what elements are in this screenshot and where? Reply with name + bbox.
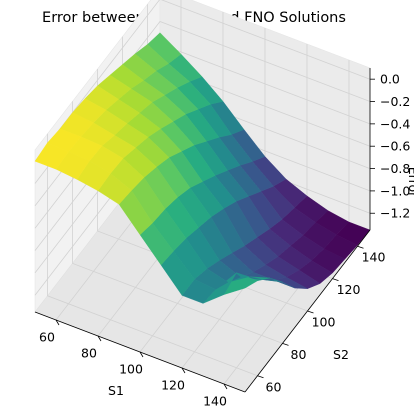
x-tick-label: 80 xyxy=(81,346,97,361)
axes: 60 80 100 120 140 60 80 100 120 140 0.0 −0.2 −0.4 −0.… xyxy=(34,68,410,409)
z-tick-label: −0.4 xyxy=(380,116,410,131)
z-tick-label: −0.6 xyxy=(380,139,410,154)
surface-mesh xyxy=(34,32,371,304)
y-tick xyxy=(282,343,289,346)
z-tick-label: −1.0 xyxy=(380,183,410,198)
y-tick-label: 100 xyxy=(312,315,336,330)
z-tick-label: 0.0 xyxy=(380,72,400,87)
surface-patch xyxy=(34,142,69,170)
z-tick-label: −1.2 xyxy=(380,206,410,221)
z-gridline xyxy=(34,0,371,162)
x-tick xyxy=(223,383,228,390)
y-tick xyxy=(307,310,314,314)
x-tick-label: 100 xyxy=(119,362,143,377)
y-tick xyxy=(357,245,364,249)
x-tick xyxy=(181,367,186,374)
x-tick xyxy=(139,351,144,358)
x-axis-label: S1 xyxy=(108,383,124,398)
x-tick xyxy=(55,319,60,326)
x-tick-label: 140 xyxy=(203,394,227,409)
y-tick-label: 80 xyxy=(291,347,307,362)
y-tick-label: 140 xyxy=(362,250,386,265)
x-tick-label: 120 xyxy=(161,378,185,393)
y-tick-label: 60 xyxy=(266,379,282,394)
y-axis-label: S2 xyxy=(333,347,349,362)
y-tick xyxy=(257,375,264,379)
y-gridline xyxy=(47,133,258,377)
y-tick-label: 120 xyxy=(337,282,361,297)
z-axis-label: Error xyxy=(406,167,414,198)
x-tick-label: 60 xyxy=(39,330,55,345)
x-tick xyxy=(97,335,102,342)
z-tick-label: −0.8 xyxy=(380,161,410,176)
y-tick xyxy=(332,278,339,281)
z-tick-label: −0.2 xyxy=(380,94,410,109)
